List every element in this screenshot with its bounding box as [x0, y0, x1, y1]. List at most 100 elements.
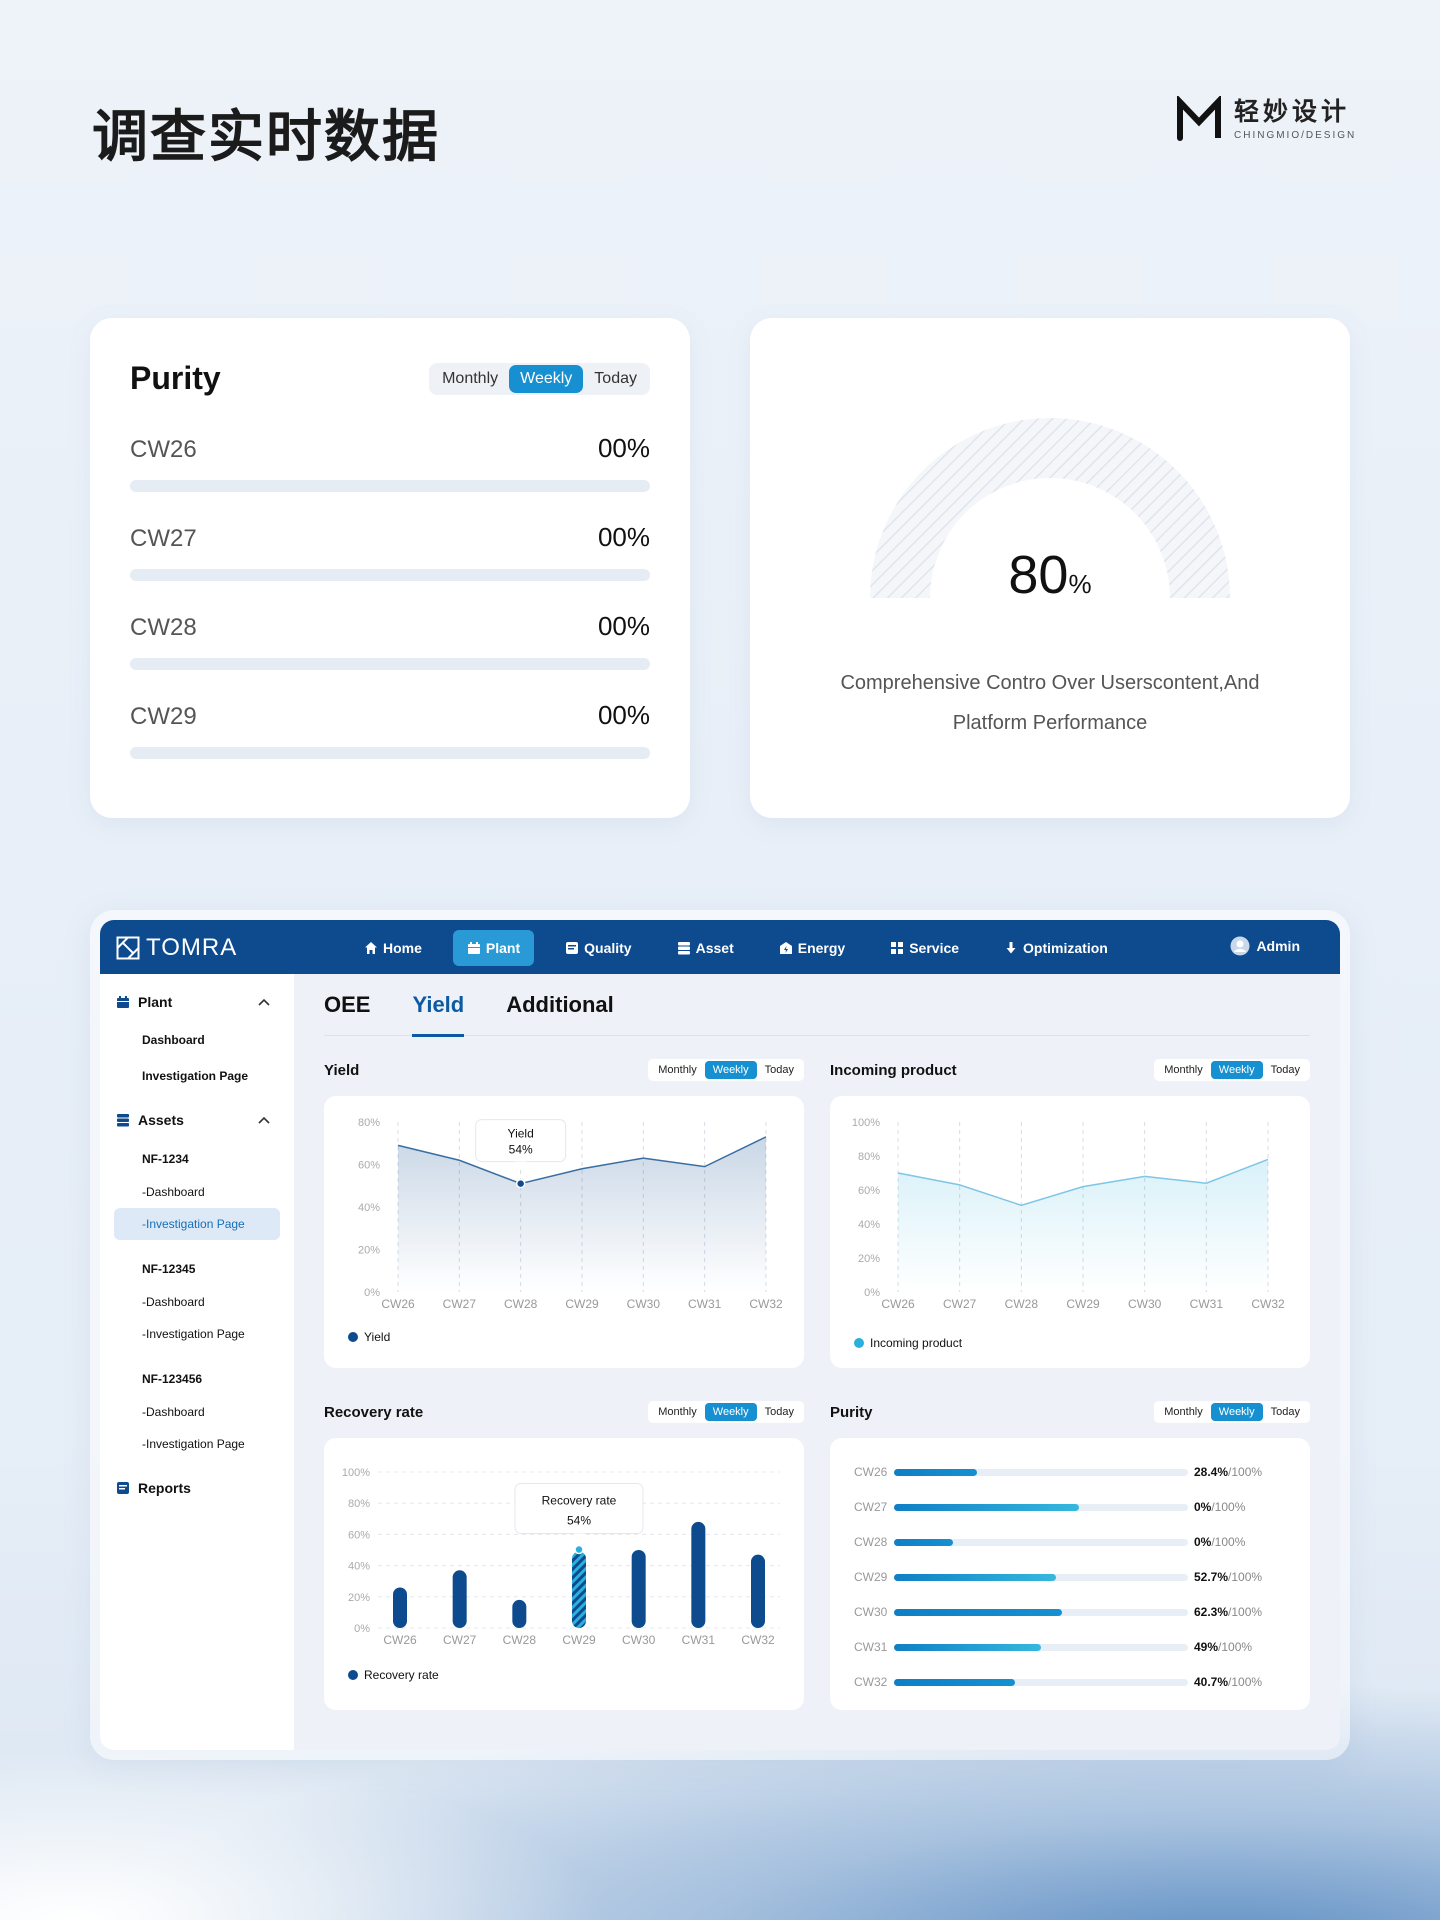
dashboard: TOMRA Home Plant Quality Asset [100, 920, 1340, 1750]
purity-bar-total: /100% [1218, 1640, 1253, 1654]
sidebar-subitem[interactable]: -Investigation Page [142, 1437, 245, 1451]
segment-monthly[interactable]: Monthly [442, 369, 499, 387]
segment-today[interactable]: Today [1270, 1406, 1300, 1418]
segment-today[interactable]: Today [764, 1406, 794, 1418]
tab-oee[interactable]: OEE [324, 991, 371, 1017]
period-segmented-control: Monthly Weekly Today [429, 362, 650, 395]
brand-name: TOMRA [146, 934, 238, 961]
tooltip-value: 54% [509, 1143, 533, 1157]
sidebar-group-reports[interactable]: Reports [100, 1476, 294, 1500]
tomra-logo-icon [116, 936, 140, 960]
purity-bar-fill [894, 1643, 1041, 1651]
segment-weekly[interactable]: Weekly [704, 1061, 757, 1079]
purity-bar-value: 28.4%/100% [1194, 1465, 1262, 1479]
sidebar-subitem[interactable]: -Investigation Page [142, 1327, 245, 1341]
segment-today[interactable]: Today [764, 1064, 794, 1076]
segment-today[interactable]: Today [1270, 1064, 1300, 1076]
sidebar-subitem[interactable]: -Dashboard [142, 1185, 205, 1199]
purity-bar-value: 40.7%/100% [1194, 1675, 1262, 1689]
purity-bar-row: CW28 0%/100% [854, 1534, 1286, 1550]
recovery-panel: Recovery rate Monthly Weekly Today 100% 8… [324, 1398, 804, 1710]
tooltip-label: Recovery rate [542, 1494, 617, 1508]
sidebar-asset[interactable]: NF-1234 [142, 1152, 189, 1166]
nav-quality[interactable]: Quality [551, 930, 645, 966]
nav-label: Plant [485, 940, 521, 956]
sidebar-subitem[interactable]: -Dashboard [142, 1295, 205, 1309]
nav-label: Quality [584, 940, 632, 956]
purity-progress-track [130, 480, 650, 492]
segment-monthly[interactable]: Monthly [658, 1406, 697, 1418]
main-content: OEE Yield Additional Yield Monthly Weekl… [294, 974, 1340, 1750]
y-tick-label: 100% [852, 1117, 880, 1129]
segment-weekly[interactable]: Weekly [1210, 1061, 1263, 1079]
nav-energy[interactable]: Energy [765, 930, 859, 966]
purity-panel: Purity Monthly Weekly Today CW26 28.4%/10… [830, 1398, 1310, 1710]
y-tick-label: 40% [858, 1219, 880, 1231]
segment-monthly[interactable]: Monthly [1164, 1406, 1203, 1418]
sidebar-asset[interactable]: NF-123456 [142, 1372, 203, 1386]
y-tick-label: 20% [358, 1245, 380, 1257]
nav-optimization[interactable]: Optimization [990, 930, 1122, 966]
sidebar-item-dashboard[interactable]: Dashboard [142, 1033, 205, 1047]
purity-bar-fill [894, 1538, 953, 1546]
purity-bar-total: /100% [1211, 1500, 1246, 1514]
chevron-up-icon[interactable] [258, 1116, 270, 1124]
x-tick-label: CW28 [503, 1633, 537, 1647]
nav-label: Service [909, 940, 960, 956]
segment-monthly[interactable]: Monthly [658, 1064, 697, 1076]
nav-asset[interactable]: Asset [663, 930, 748, 966]
sidebar-group-assets[interactable]: Assets [100, 1108, 294, 1132]
yield-chart-card: 80% 60% 40% 20% 0% CW26 CW27 CW28 CW29 CW30 CW31 CW… [324, 1096, 804, 1368]
segment-weekly[interactable]: Weekly [509, 364, 584, 393]
asset-icon [677, 942, 690, 955]
chart-legend: Incoming product [854, 1336, 962, 1350]
purity-bar-total: /100% [1211, 1535, 1246, 1549]
purity-bar-track [894, 1573, 1188, 1581]
bar [512, 1599, 527, 1628]
service-icon [891, 942, 904, 954]
purity-bar-total: /100% [1228, 1675, 1263, 1689]
purity-bar-label: CW28 [854, 1535, 888, 1549]
purity-bar-row: CW26 28.4%/100% [854, 1464, 1286, 1480]
tab-yield[interactable]: Yield [412, 974, 464, 1037]
bar [631, 1550, 646, 1628]
purity-row-value: 00% [597, 522, 650, 552]
purity-bar-label: CW27 [854, 1500, 888, 1514]
gauge-value: 80% [750, 544, 1350, 606]
panel-title: Recovery rate [324, 1403, 424, 1421]
x-tick-label: CW31 [1190, 1297, 1224, 1311]
tomra-brand[interactable]: TOMRA [116, 934, 237, 962]
segment-today[interactable]: Today [594, 369, 637, 387]
nav-label: Asset [695, 940, 734, 956]
purity-bar-fill [894, 1503, 1080, 1511]
tab-additional[interactable]: Additional [506, 991, 614, 1017]
sidebar-subitem-active[interactable]: -Investigation Page [114, 1208, 280, 1240]
legend-label: Recovery rate [364, 1668, 439, 1682]
y-tick-label: 40% [348, 1561, 370, 1573]
segment-weekly[interactable]: Weekly [1210, 1403, 1263, 1421]
x-tick-label: CW28 [504, 1297, 538, 1311]
bar [572, 1551, 586, 1628]
quality-icon [566, 942, 579, 954]
nav-service[interactable]: Service [876, 930, 973, 966]
segment-monthly[interactable]: Monthly [1164, 1064, 1203, 1076]
chevron-up-icon[interactable] [258, 998, 270, 1006]
sidebar-group-plant[interactable]: Plant [100, 990, 294, 1014]
purity-row: CW26 00% [130, 433, 650, 492]
sidebar-asset[interactable]: NF-12345 [142, 1262, 196, 1276]
sidebar-subitem[interactable]: -Dashboard [142, 1405, 205, 1419]
x-tick-label: CW29 [1066, 1297, 1100, 1311]
x-tick-label: CW27 [943, 1297, 977, 1311]
gauge-arc [870, 418, 1230, 598]
segment-weekly[interactable]: Weekly [704, 1403, 757, 1421]
purity-progress-track [130, 658, 650, 670]
bar [452, 1570, 467, 1628]
sidebar-group-label: Assets [138, 1112, 184, 1128]
nav-home[interactable]: Home [350, 930, 436, 966]
sidebar-item-investigation[interactable]: Investigation Page [142, 1069, 249, 1083]
nav-plant[interactable]: Plant [452, 930, 535, 966]
x-tick-label: CW30 [622, 1633, 656, 1647]
gauge-description: Comprehensive Contro Over Userscontent,A… [840, 672, 1260, 734]
user-menu[interactable]: Admin [1230, 936, 1300, 956]
bar [751, 1554, 765, 1628]
